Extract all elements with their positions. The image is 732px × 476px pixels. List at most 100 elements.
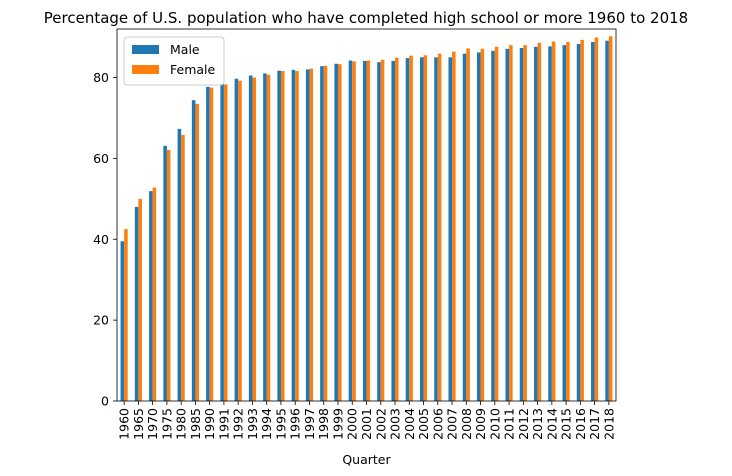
bar-male-1997	[305, 69, 310, 402]
chart-title: Percentage of U.S. population who have c…	[44, 9, 688, 27]
x-tick-label-2009: 2009	[473, 408, 488, 440]
bar-male-2013	[534, 46, 538, 401]
bar-female-1996	[295, 71, 299, 402]
bar-female-1992	[238, 80, 242, 401]
bar-female-2011	[509, 45, 513, 402]
bar-female-2000	[352, 61, 356, 401]
legend-label-male: Male	[170, 42, 200, 57]
bar-male-1965	[134, 206, 139, 401]
x-tick-label-1992: 1992	[231, 408, 246, 440]
x-tick-label-1975: 1975	[159, 408, 174, 440]
x-tick-label-2006: 2006	[430, 408, 445, 440]
bar-male-2015	[562, 45, 567, 402]
bar-female-1993	[252, 77, 256, 402]
x-tick-label-2015: 2015	[559, 408, 574, 440]
legend: Male Female	[123, 36, 225, 86]
x-tick-label-2018: 2018	[601, 408, 616, 440]
y-tick-label-0: 0	[101, 394, 109, 409]
bar-female-2012	[523, 45, 527, 402]
x-axis-label: Quarter	[342, 452, 391, 467]
x-tick-label-2011: 2011	[502, 408, 517, 440]
x-tick-label-1995: 1995	[273, 408, 288, 440]
bar-female-2015	[566, 41, 570, 401]
bar-male-1992	[234, 78, 239, 401]
bar-male-1993	[248, 75, 253, 401]
bar-male-1994	[263, 73, 267, 401]
bar-female-1980	[181, 134, 185, 401]
bar-female-1999	[337, 64, 342, 402]
bar-female-1991	[223, 84, 228, 402]
x-tick-label-2013: 2013	[530, 408, 545, 440]
bar-male-1980	[177, 128, 182, 401]
bar-male-1991	[220, 83, 224, 401]
x-tick-label-1996: 1996	[288, 408, 303, 440]
bar-male-2009	[476, 52, 481, 401]
bar-male-2014	[548, 46, 552, 401]
y-axis: 0 20 40 60 80	[93, 70, 117, 409]
x-tick-label-2005: 2005	[416, 408, 431, 440]
x-tick-label-1980: 1980	[174, 408, 189, 440]
bar-female-1994	[266, 74, 271, 401]
x-tick-label-2000: 2000	[345, 408, 360, 440]
bar-female-2014	[551, 41, 556, 401]
x-tick-label-2016: 2016	[573, 408, 588, 440]
bar-female-2008	[466, 48, 470, 401]
bar-female-2004	[409, 55, 413, 401]
bar-male-2007	[448, 57, 453, 402]
x-tick-label-2007: 2007	[445, 408, 460, 440]
y-tick-label-40: 40	[93, 232, 109, 247]
y-tick-label-20: 20	[93, 313, 109, 328]
x-tick-label-1994: 1994	[259, 408, 274, 440]
bar-male-1990	[206, 86, 210, 401]
x-tick-label-1993: 1993	[245, 408, 260, 440]
x-axis: 1960 1965 1970 1975 1980 1985 1990 1991 1992 1993…	[117, 401, 616, 440]
legend-label-female: Female	[170, 62, 216, 77]
bar-female-1990	[209, 87, 214, 401]
x-tick-label-2008: 2008	[459, 408, 474, 440]
bar-male-2002	[377, 62, 381, 401]
x-tick-label-2017: 2017	[587, 408, 602, 440]
bar-female-2005	[423, 55, 428, 401]
bar-female-2007	[452, 51, 456, 401]
x-tick-label-1998: 1998	[316, 408, 331, 440]
bar-male-2005	[419, 57, 424, 402]
bar-male-1970	[149, 191, 153, 401]
bar-female-1998	[323, 65, 328, 402]
bar-female-2010	[494, 46, 499, 401]
legend-swatch-male	[132, 45, 159, 54]
x-tick-label-2003: 2003	[388, 408, 403, 440]
plot-area	[116, 28, 617, 402]
y-tick-label-60: 60	[93, 151, 109, 166]
x-tick-label-2001: 2001	[359, 408, 374, 440]
bar-male-2016	[576, 43, 581, 402]
x-tick-label-1991: 1991	[216, 408, 231, 440]
bar-male-2008	[462, 53, 467, 402]
bar-female-1965	[138, 198, 142, 401]
x-tick-label-1965: 1965	[131, 408, 146, 440]
x-tick-label-2014: 2014	[544, 408, 559, 440]
bar-female-2006	[437, 53, 442, 402]
bar-female-2009	[480, 48, 485, 402]
bar-female-2003	[395, 57, 399, 402]
bar-female-1985	[195, 103, 199, 402]
bar-male-1996	[291, 69, 296, 401]
bar-male-2004	[405, 58, 410, 402]
x-tick-label-2004: 2004	[402, 408, 417, 440]
bar-male-1998	[320, 66, 324, 401]
bar-female-2001	[366, 60, 371, 401]
x-tick-label-1997: 1997	[302, 408, 317, 440]
bar-female-2017	[594, 37, 599, 402]
bar-female-2013	[537, 42, 542, 401]
x-tick-label-1970: 1970	[145, 408, 160, 440]
legend-swatch-female	[132, 65, 159, 74]
x-tick-label-1990: 1990	[202, 408, 217, 440]
bar-male-2000	[348, 60, 353, 401]
bar-female-1995	[280, 71, 285, 402]
bar-male-2017	[591, 41, 595, 401]
x-tick-label-1960: 1960	[117, 408, 132, 440]
x-tick-label-1999: 1999	[330, 408, 345, 440]
bar-male-1975	[163, 145, 167, 401]
bar-female-2002	[380, 59, 385, 401]
bar-male-2011	[505, 48, 510, 402]
